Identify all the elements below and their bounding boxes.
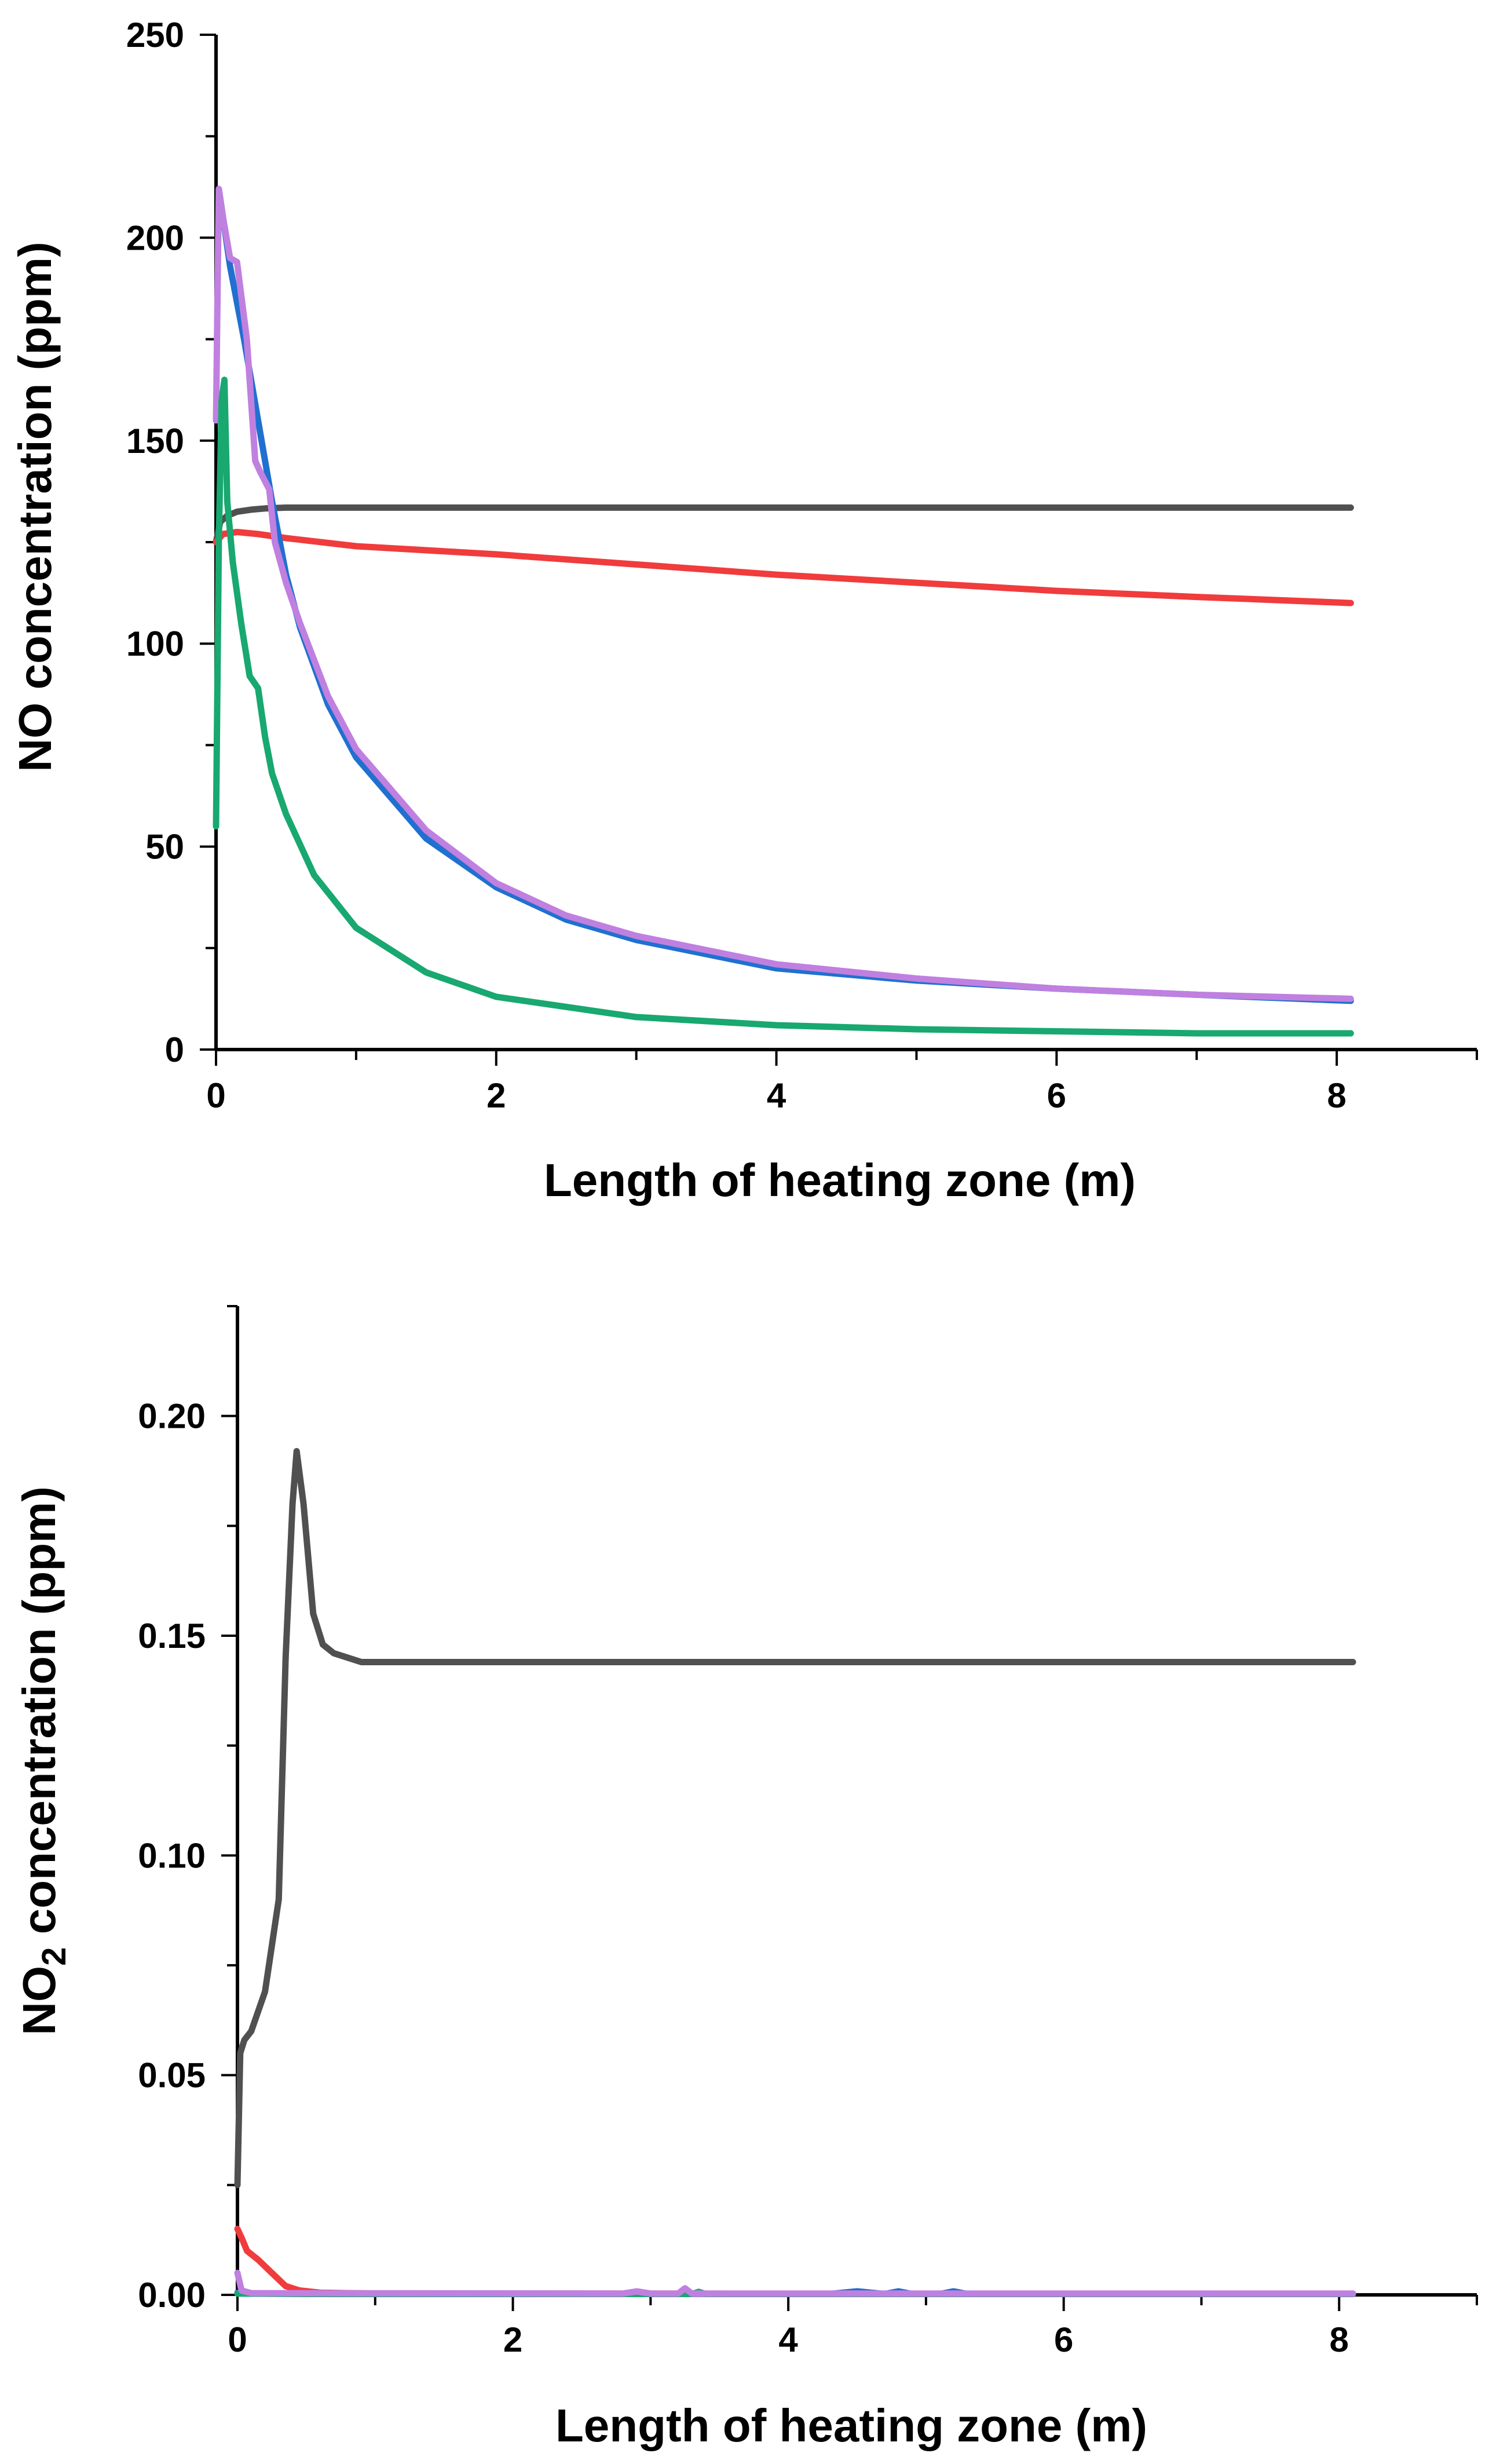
no2-y-title-rest: concentration (ppm) xyxy=(13,1486,65,1947)
y-tick-label: 0.15 xyxy=(138,1617,206,1655)
y-tick-label: 0.10 xyxy=(138,1836,206,1875)
series-line-red xyxy=(234,2225,1356,2297)
y-tick-label: 0.20 xyxy=(138,1397,206,1436)
x-tick-label: 2 xyxy=(503,2320,522,2359)
y-tick-label: 100 xyxy=(126,624,184,663)
no2-y-title-main: NO xyxy=(13,1966,65,2035)
x-tick-label: 8 xyxy=(1327,1076,1346,1115)
no-chart-series xyxy=(213,185,1354,1037)
y-tick-label: 200 xyxy=(126,218,184,257)
no-concentration-chart: 0 2 4 6 8 0 50 100 150 200 250 Length of heating z… xyxy=(9,16,1478,1206)
x-tick-label: 4 xyxy=(767,1076,786,1115)
y-tick-label: 0.00 xyxy=(138,2276,206,2315)
y-tick-label: 50 xyxy=(145,828,184,867)
x-tick-label: 8 xyxy=(1330,2320,1349,2359)
no-chart-axes: 0 2 4 6 8 0 50 100 150 200 250 xyxy=(126,16,1478,1115)
no2-chart-series xyxy=(234,1447,1356,2297)
no-chart-y-axis-title: NO concentration (ppm) xyxy=(9,242,61,772)
series-line-black xyxy=(213,504,1354,546)
x-tick-label: 6 xyxy=(1047,1076,1066,1115)
no2-y-title-subscript: 2 xyxy=(35,1947,73,1966)
y-tick-label: 150 xyxy=(126,422,184,460)
y-tick-label: 250 xyxy=(126,16,184,54)
y-tick-label: 0 xyxy=(165,1030,184,1069)
series-line-black xyxy=(234,1447,1356,2188)
no2-chart-y-axis-title: NO2 concentration (ppm) xyxy=(13,1486,73,2035)
series-line-purple xyxy=(234,2269,1356,2297)
series-line-purple xyxy=(213,185,1354,1002)
x-tick-label: 2 xyxy=(486,1076,506,1115)
series-line-green xyxy=(213,376,1354,1037)
no2-chart-axes: 0 2 4 6 8 0.00 0.05 0.10 0.15 0.20 xyxy=(138,1305,1478,2359)
x-tick-label: 6 xyxy=(1054,2320,1073,2359)
no2-concentration-chart: 0 2 4 6 8 0.00 0.05 0.10 0.15 0.20 Length of heat… xyxy=(13,1305,1478,2451)
no2-chart-x-axis-title: Length of heating zone (m) xyxy=(555,2400,1147,2451)
y-tick-label: 0.05 xyxy=(138,2056,206,2095)
x-tick-label: 0 xyxy=(206,1076,225,1115)
no-chart-x-axis-title: Length of heating zone (m) xyxy=(544,1154,1136,1206)
series-line-red xyxy=(213,529,1354,606)
x-tick-label: 0 xyxy=(228,2320,247,2359)
x-tick-label: 4 xyxy=(778,2320,798,2359)
